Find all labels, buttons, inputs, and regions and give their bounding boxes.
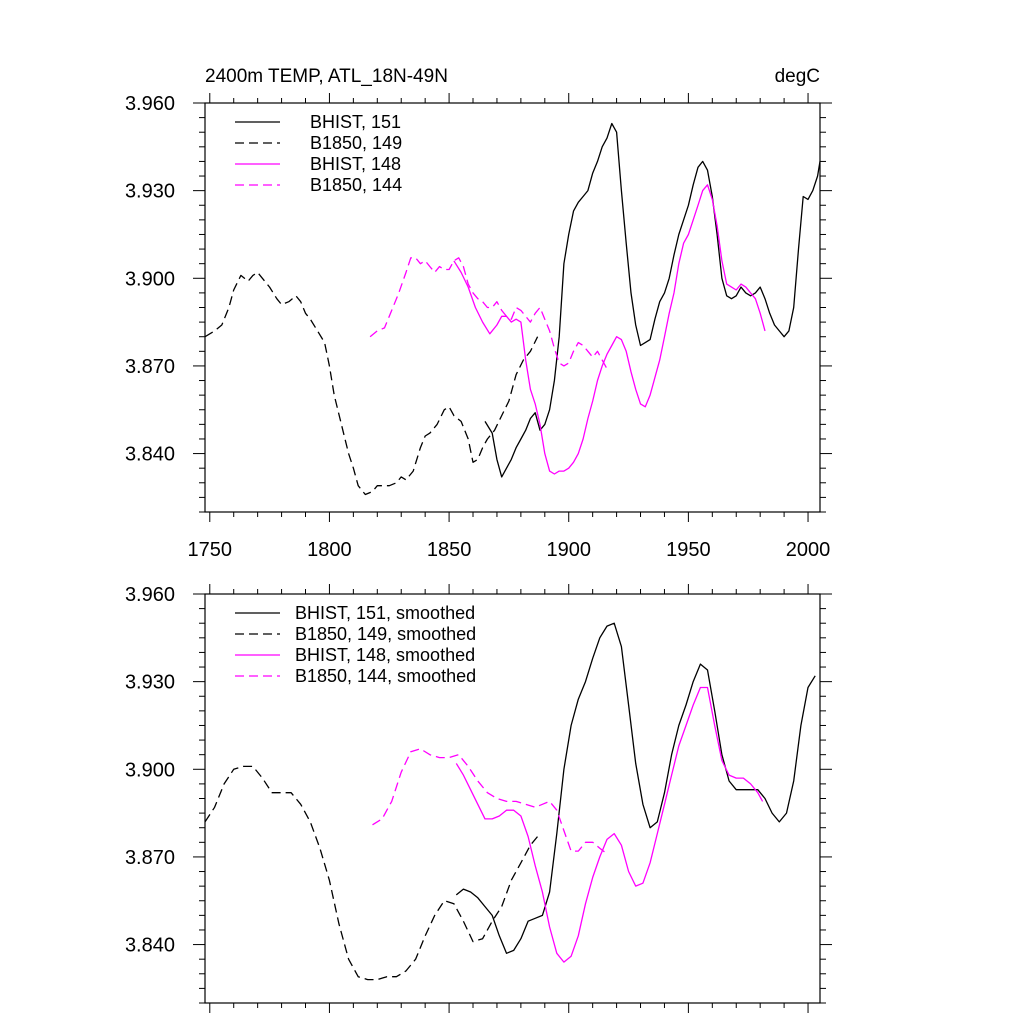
y-tick-label: 3.960 [125,584,175,606]
series-group [205,122,820,496]
bottom-panel: 3.840 3.870 3.900 3.930 3.960 BHIST, 151, smo… [125,584,832,1013]
y-tick-label: 3.960 [125,93,175,115]
x-tick-label: 1950 [666,539,711,561]
y-tick-label: 3.870 [125,356,175,378]
top-panel: 2400m TEMP, ATL_18N-49N degC 1750 1800 185… [125,66,832,561]
y-tick-label: 3.900 [125,268,175,290]
panel-title-right: degC [775,66,820,87]
series-line-3 [369,257,608,370]
y-tick-label: 3.900 [125,759,175,781]
series-group [205,622,816,981]
x-tick-label: 1900 [546,539,591,561]
x-tick-label: 2000 [786,539,831,561]
y-tick-label: 3.840 [125,935,175,957]
y-tick-label: 3.930 [125,672,175,694]
legend-label-1: B1850, 149, smoothed [295,624,476,644]
legend-label-0: BHIST, 151 [310,112,401,132]
series-line-1 [205,765,539,981]
series-line-3 [372,748,608,855]
series-line-2 [453,184,766,475]
series-line-1 [205,271,539,496]
legend-label-3: B1850, 144, smoothed [295,666,476,686]
plot-frame [204,102,821,513]
legend-label-2: BHIST, 148 [310,154,401,174]
x-tick-label: 1750 [188,539,233,561]
x-tick-label: 1800 [307,539,352,561]
panel-title-left: 2400m TEMP, ATL_18N-49N [205,66,448,87]
legend-label-0: BHIST, 151, smoothed [295,603,475,623]
series-line-2 [455,686,764,963]
series-line-0 [455,622,816,954]
legend-label-1: B1850, 149 [310,133,402,153]
y-tick-label: 3.840 [125,444,175,466]
x-tick-label: 1850 [427,539,472,561]
y-tick-label: 3.870 [125,847,175,869]
y-tick-label: 3.930 [125,181,175,203]
legend-label-2: BHIST, 148, smoothed [295,645,475,665]
legend-label-3: B1850, 144 [310,175,402,195]
series-line-0 [484,122,820,478]
